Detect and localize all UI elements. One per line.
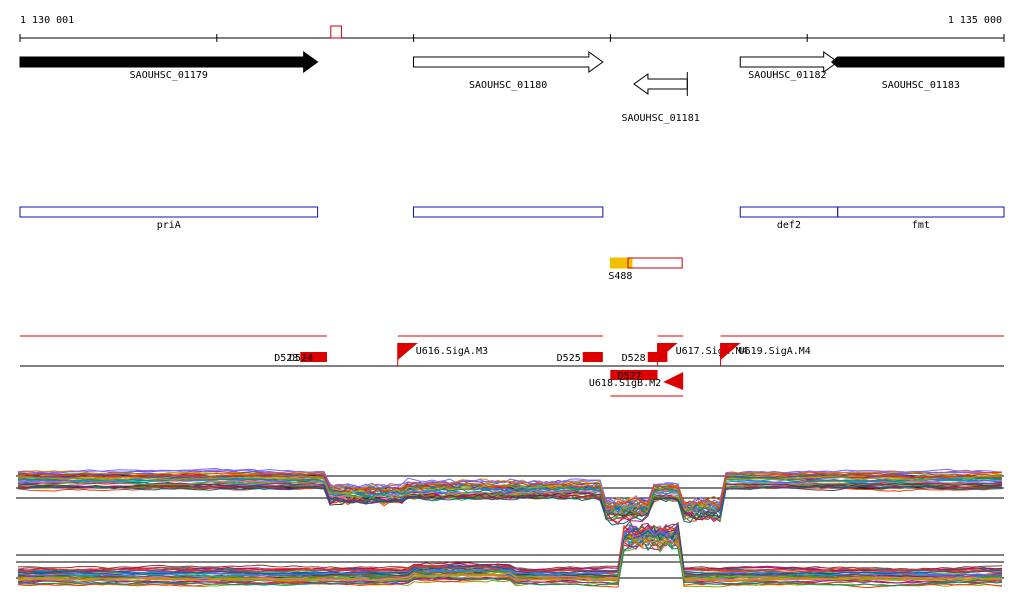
expression-line xyxy=(17,539,1003,587)
downstream-label: D527 xyxy=(618,371,642,382)
gene-arrow xyxy=(739,51,839,73)
gene-label: SAOUHSC_01180 xyxy=(469,80,547,91)
gene-label: SAOUHSC_01181 xyxy=(621,113,699,124)
gene-track: SAOUHSC_01179 SAOUHSC_01180 SAOUHSC_01181 S… xyxy=(19,51,1005,124)
promoter-flag xyxy=(720,343,741,360)
expression-line xyxy=(17,526,1003,577)
operon-box xyxy=(412,206,604,218)
expression-line xyxy=(17,469,1003,508)
promoter-label: U618.SigB.M2 xyxy=(589,378,661,389)
expression-line xyxy=(17,470,1003,510)
gene-arrow xyxy=(412,51,604,73)
downstream-label: D525 xyxy=(557,353,581,364)
gene-label: SAOUHSC_01183 xyxy=(882,80,960,91)
promoter-label: U617.SigA.M4 xyxy=(676,346,748,357)
expression-line xyxy=(17,473,1003,512)
gene-label: SAOUHSC_01182 xyxy=(748,70,826,81)
expression-line xyxy=(17,531,1003,582)
downstream-marker xyxy=(610,370,658,380)
downstream-marker xyxy=(315,352,327,362)
ruler-end-label: 1 135 000 xyxy=(948,15,1002,26)
expression-line xyxy=(17,475,1003,513)
downstream-label: D523 xyxy=(274,353,298,364)
promoter-label: U616.SigA.M3 xyxy=(416,346,488,357)
expression-track-1 xyxy=(16,467,1004,526)
gene-label: SAOUHSC_01179 xyxy=(130,70,208,81)
expression-line xyxy=(17,485,1003,526)
promoter-flag xyxy=(657,343,678,360)
promoter-flag xyxy=(397,343,418,360)
gene-arrow xyxy=(830,56,1005,68)
operon-label: fmt xyxy=(912,220,930,231)
coordinate-ruler: 1 130 001 1 135 000 xyxy=(19,15,1005,42)
gene-arrow xyxy=(633,73,688,95)
expression-line xyxy=(17,483,1003,520)
segment-label: S488 xyxy=(608,271,632,282)
expression-tracks xyxy=(16,467,1004,589)
segment-box xyxy=(627,257,683,269)
small-feature-marker xyxy=(330,25,342,39)
operon-box xyxy=(739,206,839,218)
expression-track-2 xyxy=(16,520,1004,589)
operon-track: priA def2 fmt xyxy=(19,206,1005,231)
expression-line xyxy=(17,523,1002,572)
operon-box xyxy=(837,206,1005,218)
segment-box xyxy=(609,257,633,269)
gene-arrow xyxy=(19,51,319,73)
expression-line xyxy=(17,523,1003,575)
downstream-marker xyxy=(300,352,327,362)
downstream-label: D528 xyxy=(622,353,646,364)
operon-label: def2 xyxy=(777,220,801,231)
downstream-marker xyxy=(582,352,603,362)
operon-box xyxy=(19,206,319,218)
expression-line xyxy=(17,478,1003,517)
expression-line xyxy=(17,471,1003,510)
expression-line xyxy=(17,481,1003,519)
operon-label: priA xyxy=(157,220,181,231)
ruler-start-label: 1 130 001 xyxy=(20,15,74,26)
expression-line xyxy=(17,529,1003,580)
promoter-label: U619.SigA.M4 xyxy=(739,346,811,357)
segment-track: S488 xyxy=(608,257,683,282)
expression-line xyxy=(17,523,1003,573)
expression-line xyxy=(17,523,1003,576)
expression-line xyxy=(18,477,1003,516)
promoter-flag xyxy=(663,372,684,390)
downstream-label: D524 xyxy=(289,353,313,364)
